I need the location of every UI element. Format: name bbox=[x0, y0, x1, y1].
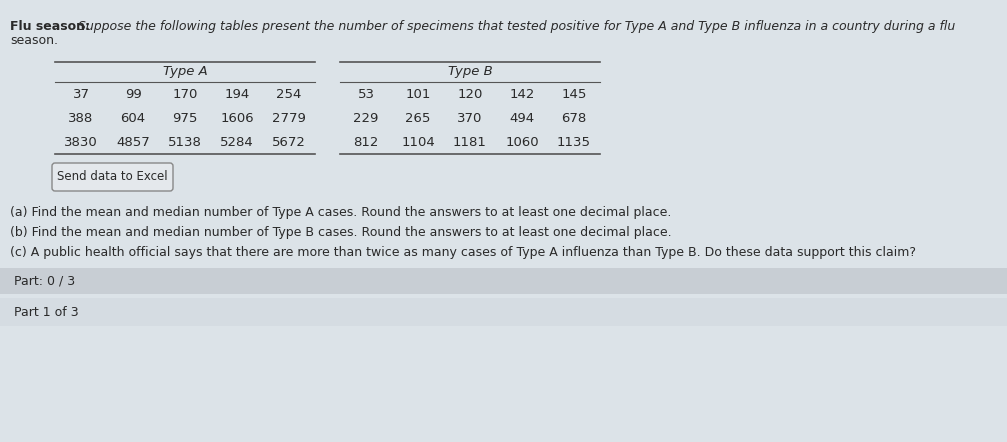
Text: 1135: 1135 bbox=[557, 136, 591, 149]
Text: 120: 120 bbox=[457, 88, 482, 100]
Text: (c) A public health official says that there are more than twice as many cases o: (c) A public health official says that t… bbox=[10, 246, 916, 259]
Text: 194: 194 bbox=[225, 88, 250, 100]
Text: 142: 142 bbox=[510, 88, 535, 100]
Text: 99: 99 bbox=[125, 88, 141, 100]
Text: Type A: Type A bbox=[162, 65, 207, 78]
Text: 494: 494 bbox=[510, 111, 535, 125]
Text: Flu season:: Flu season: bbox=[10, 20, 90, 33]
Text: (b) Find the mean and median number of Type B cases. Round the answers to at lea: (b) Find the mean and median number of T… bbox=[10, 226, 672, 239]
Text: 254: 254 bbox=[276, 88, 302, 100]
Text: 170: 170 bbox=[172, 88, 197, 100]
Text: 101: 101 bbox=[405, 88, 431, 100]
Text: Type B: Type B bbox=[448, 65, 492, 78]
Text: 265: 265 bbox=[405, 111, 431, 125]
Text: 229: 229 bbox=[353, 111, 379, 125]
Text: (a) Find the mean and median number of Type A cases. Round the answers to at lea: (a) Find the mean and median number of T… bbox=[10, 206, 672, 219]
Text: 5138: 5138 bbox=[168, 136, 202, 149]
Text: 388: 388 bbox=[68, 111, 94, 125]
Text: season.: season. bbox=[10, 34, 58, 47]
Text: 604: 604 bbox=[121, 111, 146, 125]
Text: 5284: 5284 bbox=[221, 136, 254, 149]
Text: Part: 0 / 3: Part: 0 / 3 bbox=[14, 274, 76, 287]
Text: 37: 37 bbox=[73, 88, 90, 100]
Text: Send data to Excel: Send data to Excel bbox=[57, 171, 168, 183]
Text: 1181: 1181 bbox=[453, 136, 487, 149]
Text: 145: 145 bbox=[561, 88, 587, 100]
Text: 1606: 1606 bbox=[221, 111, 254, 125]
Text: 1060: 1060 bbox=[506, 136, 539, 149]
Text: 370: 370 bbox=[457, 111, 482, 125]
Text: 812: 812 bbox=[353, 136, 379, 149]
FancyBboxPatch shape bbox=[0, 268, 1007, 294]
Text: 53: 53 bbox=[357, 88, 375, 100]
Text: 678: 678 bbox=[561, 111, 587, 125]
FancyBboxPatch shape bbox=[0, 298, 1007, 326]
FancyBboxPatch shape bbox=[52, 163, 173, 191]
Text: 2779: 2779 bbox=[272, 111, 306, 125]
Text: 1104: 1104 bbox=[401, 136, 435, 149]
Text: Part 1 of 3: Part 1 of 3 bbox=[14, 305, 79, 319]
Text: 4857: 4857 bbox=[116, 136, 150, 149]
Text: Suppose the following tables present the number of specimens that tested positiv: Suppose the following tables present the… bbox=[75, 20, 956, 33]
Text: 5672: 5672 bbox=[272, 136, 306, 149]
Text: 975: 975 bbox=[172, 111, 197, 125]
Text: 3830: 3830 bbox=[64, 136, 98, 149]
